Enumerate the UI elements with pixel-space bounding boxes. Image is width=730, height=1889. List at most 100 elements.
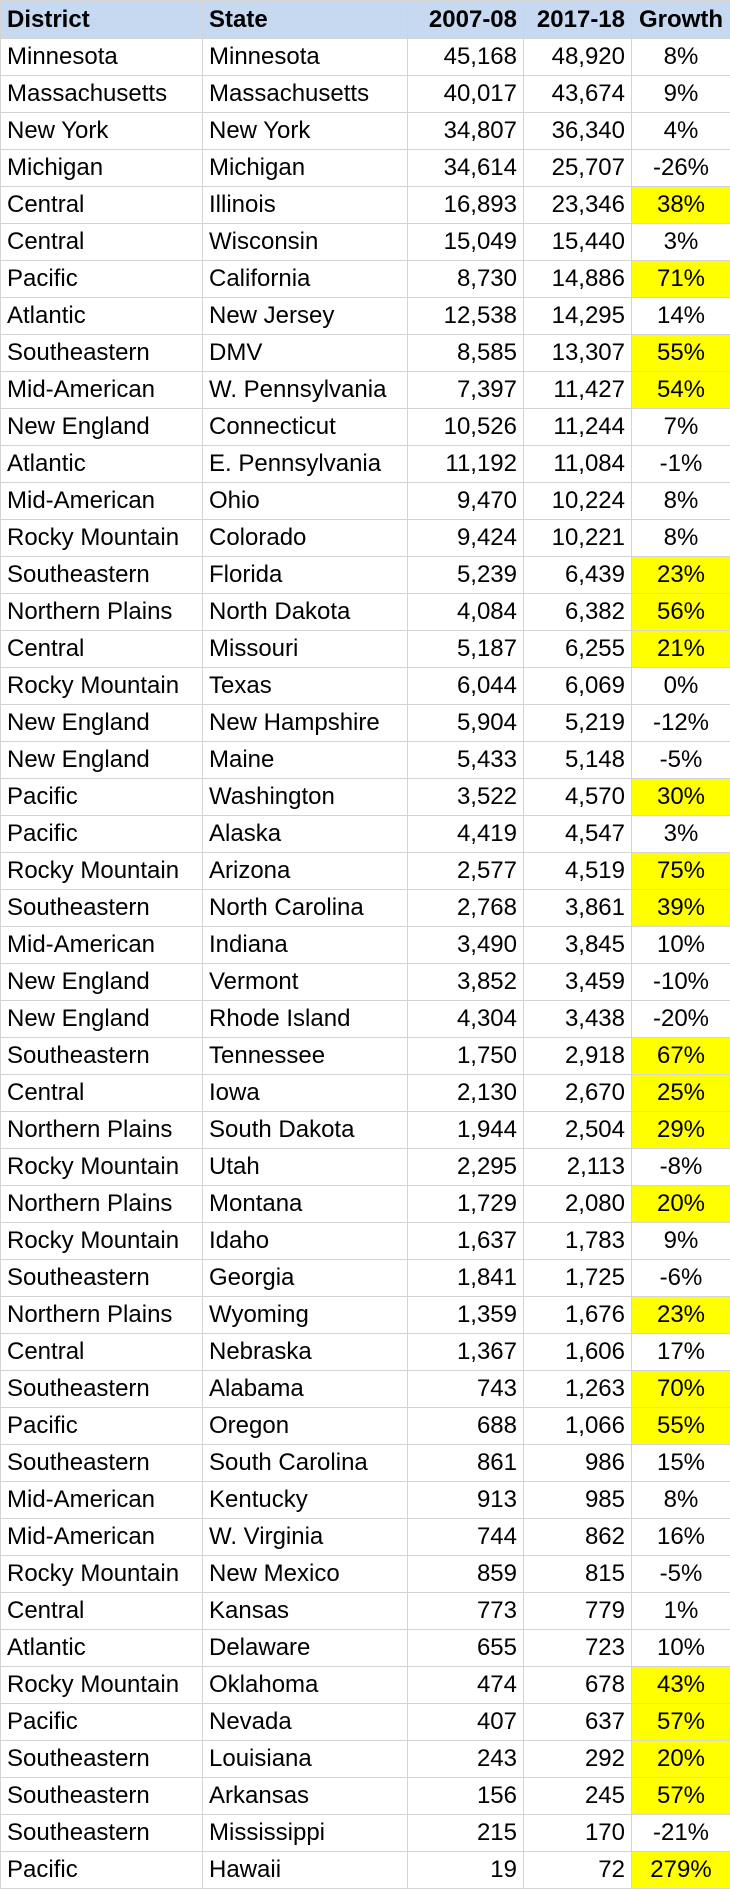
cell-district: Rocky Mountain: [1, 1149, 203, 1186]
cell-district: Southeastern: [1, 1371, 203, 1408]
cell-district: Rocky Mountain: [1, 1223, 203, 1260]
cell-2007-08: 9,470: [408, 483, 524, 520]
cell-district: Northern Plains: [1, 1186, 203, 1223]
cell-growth: 3%: [632, 816, 730, 853]
cell-district: Northern Plains: [1, 1297, 203, 1334]
cell-state: Alaska: [203, 816, 408, 853]
cell-district: New England: [1, 742, 203, 779]
cell-state: Arkansas: [203, 1778, 408, 1815]
cell-2007-08: 2,577: [408, 853, 524, 890]
cell-2007-08: 913: [408, 1482, 524, 1519]
cell-growth: -20%: [632, 1001, 730, 1038]
cell-state: New Jersey: [203, 298, 408, 335]
cell-2017-18: 2,918: [524, 1038, 632, 1075]
cell-2017-18: 1,606: [524, 1334, 632, 1371]
cell-district: New York: [1, 113, 203, 150]
cell-state: Texas: [203, 668, 408, 705]
cell-growth: 15%: [632, 1445, 730, 1482]
cell-district: Massachusetts: [1, 76, 203, 113]
cell-2017-18: 2,113: [524, 1149, 632, 1186]
cell-2017-18: 48,920: [524, 39, 632, 76]
header-2007-08: 2007-08: [408, 1, 524, 39]
cell-2007-08: 6,044: [408, 668, 524, 705]
cell-growth: -8%: [632, 1149, 730, 1186]
cell-2017-18: 1,725: [524, 1260, 632, 1297]
cell-state: Michigan: [203, 150, 408, 187]
cell-2017-18: 2,080: [524, 1186, 632, 1223]
cell-2017-18: 6,382: [524, 594, 632, 631]
cell-state: Alabama: [203, 1371, 408, 1408]
cell-district: Pacific: [1, 779, 203, 816]
cell-2017-18: 5,148: [524, 742, 632, 779]
cell-2007-08: 1,729: [408, 1186, 524, 1223]
cell-state: South Carolina: [203, 1445, 408, 1482]
cell-2007-08: 744: [408, 1519, 524, 1556]
cell-growth: 17%: [632, 1334, 730, 1371]
cell-state: Idaho: [203, 1223, 408, 1260]
cell-growth: -21%: [632, 1815, 730, 1852]
header-district: District: [1, 1, 203, 39]
cell-state: Minnesota: [203, 39, 408, 76]
cell-growth: 75%: [632, 853, 730, 890]
cell-2017-18: 36,340: [524, 113, 632, 150]
cell-2007-08: 1,637: [408, 1223, 524, 1260]
cell-2007-08: 4,084: [408, 594, 524, 631]
cell-2007-08: 3,522: [408, 779, 524, 816]
cell-2007-08: 34,807: [408, 113, 524, 150]
cell-2017-18: 14,886: [524, 261, 632, 298]
cell-state: California: [203, 261, 408, 298]
cell-2017-18: 11,244: [524, 409, 632, 446]
cell-growth: 30%: [632, 779, 730, 816]
cell-2007-08: 15,049: [408, 224, 524, 261]
cell-growth: 21%: [632, 631, 730, 668]
cell-growth: -5%: [632, 1556, 730, 1593]
cell-growth: 20%: [632, 1741, 730, 1778]
cell-district: Michigan: [1, 150, 203, 187]
cell-district: Minnesota: [1, 39, 203, 76]
cell-district: Mid-American: [1, 1519, 203, 1556]
cell-2017-18: 1,676: [524, 1297, 632, 1334]
cell-2007-08: 10,526: [408, 409, 524, 446]
cell-growth: 57%: [632, 1778, 730, 1815]
cell-2017-18: 2,504: [524, 1112, 632, 1149]
cell-2007-08: 861: [408, 1445, 524, 1482]
cell-state: Utah: [203, 1149, 408, 1186]
cell-2017-18: 4,519: [524, 853, 632, 890]
cell-state: North Carolina: [203, 890, 408, 927]
cell-growth: -1%: [632, 446, 730, 483]
cell-growth: 57%: [632, 1704, 730, 1741]
cell-state: Connecticut: [203, 409, 408, 446]
cell-district: Rocky Mountain: [1, 668, 203, 705]
cell-growth: 8%: [632, 1482, 730, 1519]
cell-state: Colorado: [203, 520, 408, 557]
cell-state: Illinois: [203, 187, 408, 224]
cell-state: Florida: [203, 557, 408, 594]
cell-district: Southeastern: [1, 557, 203, 594]
cell-2017-18: 1,066: [524, 1408, 632, 1445]
cell-2017-18: 11,427: [524, 372, 632, 409]
cell-growth: 10%: [632, 1630, 730, 1667]
cell-growth: 39%: [632, 890, 730, 927]
cell-district: Southeastern: [1, 1038, 203, 1075]
cell-growth: 1%: [632, 1593, 730, 1630]
cell-district: New England: [1, 705, 203, 742]
cell-district: Central: [1, 1075, 203, 1112]
cell-district: Central: [1, 187, 203, 224]
cell-state: New York: [203, 113, 408, 150]
